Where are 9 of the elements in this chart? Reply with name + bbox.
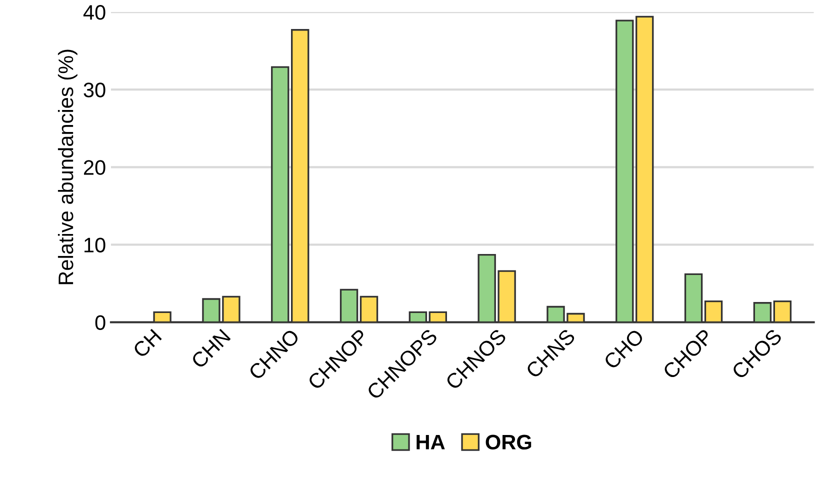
- y-tick-label: 0: [95, 315, 106, 330]
- legend-label: HA: [416, 434, 445, 450]
- y-axis-title: Relative abundancies (%): [58, 50, 78, 284]
- x-tick-label: CH: [132, 328, 162, 358]
- y-tick-label: 30: [84, 82, 106, 98]
- y-tick-label: 20: [84, 160, 106, 175]
- y-tick-label: 40: [83, 5, 106, 20]
- legend-label: ORG: [486, 434, 532, 450]
- y-tick-label: 10: [84, 238, 106, 252]
